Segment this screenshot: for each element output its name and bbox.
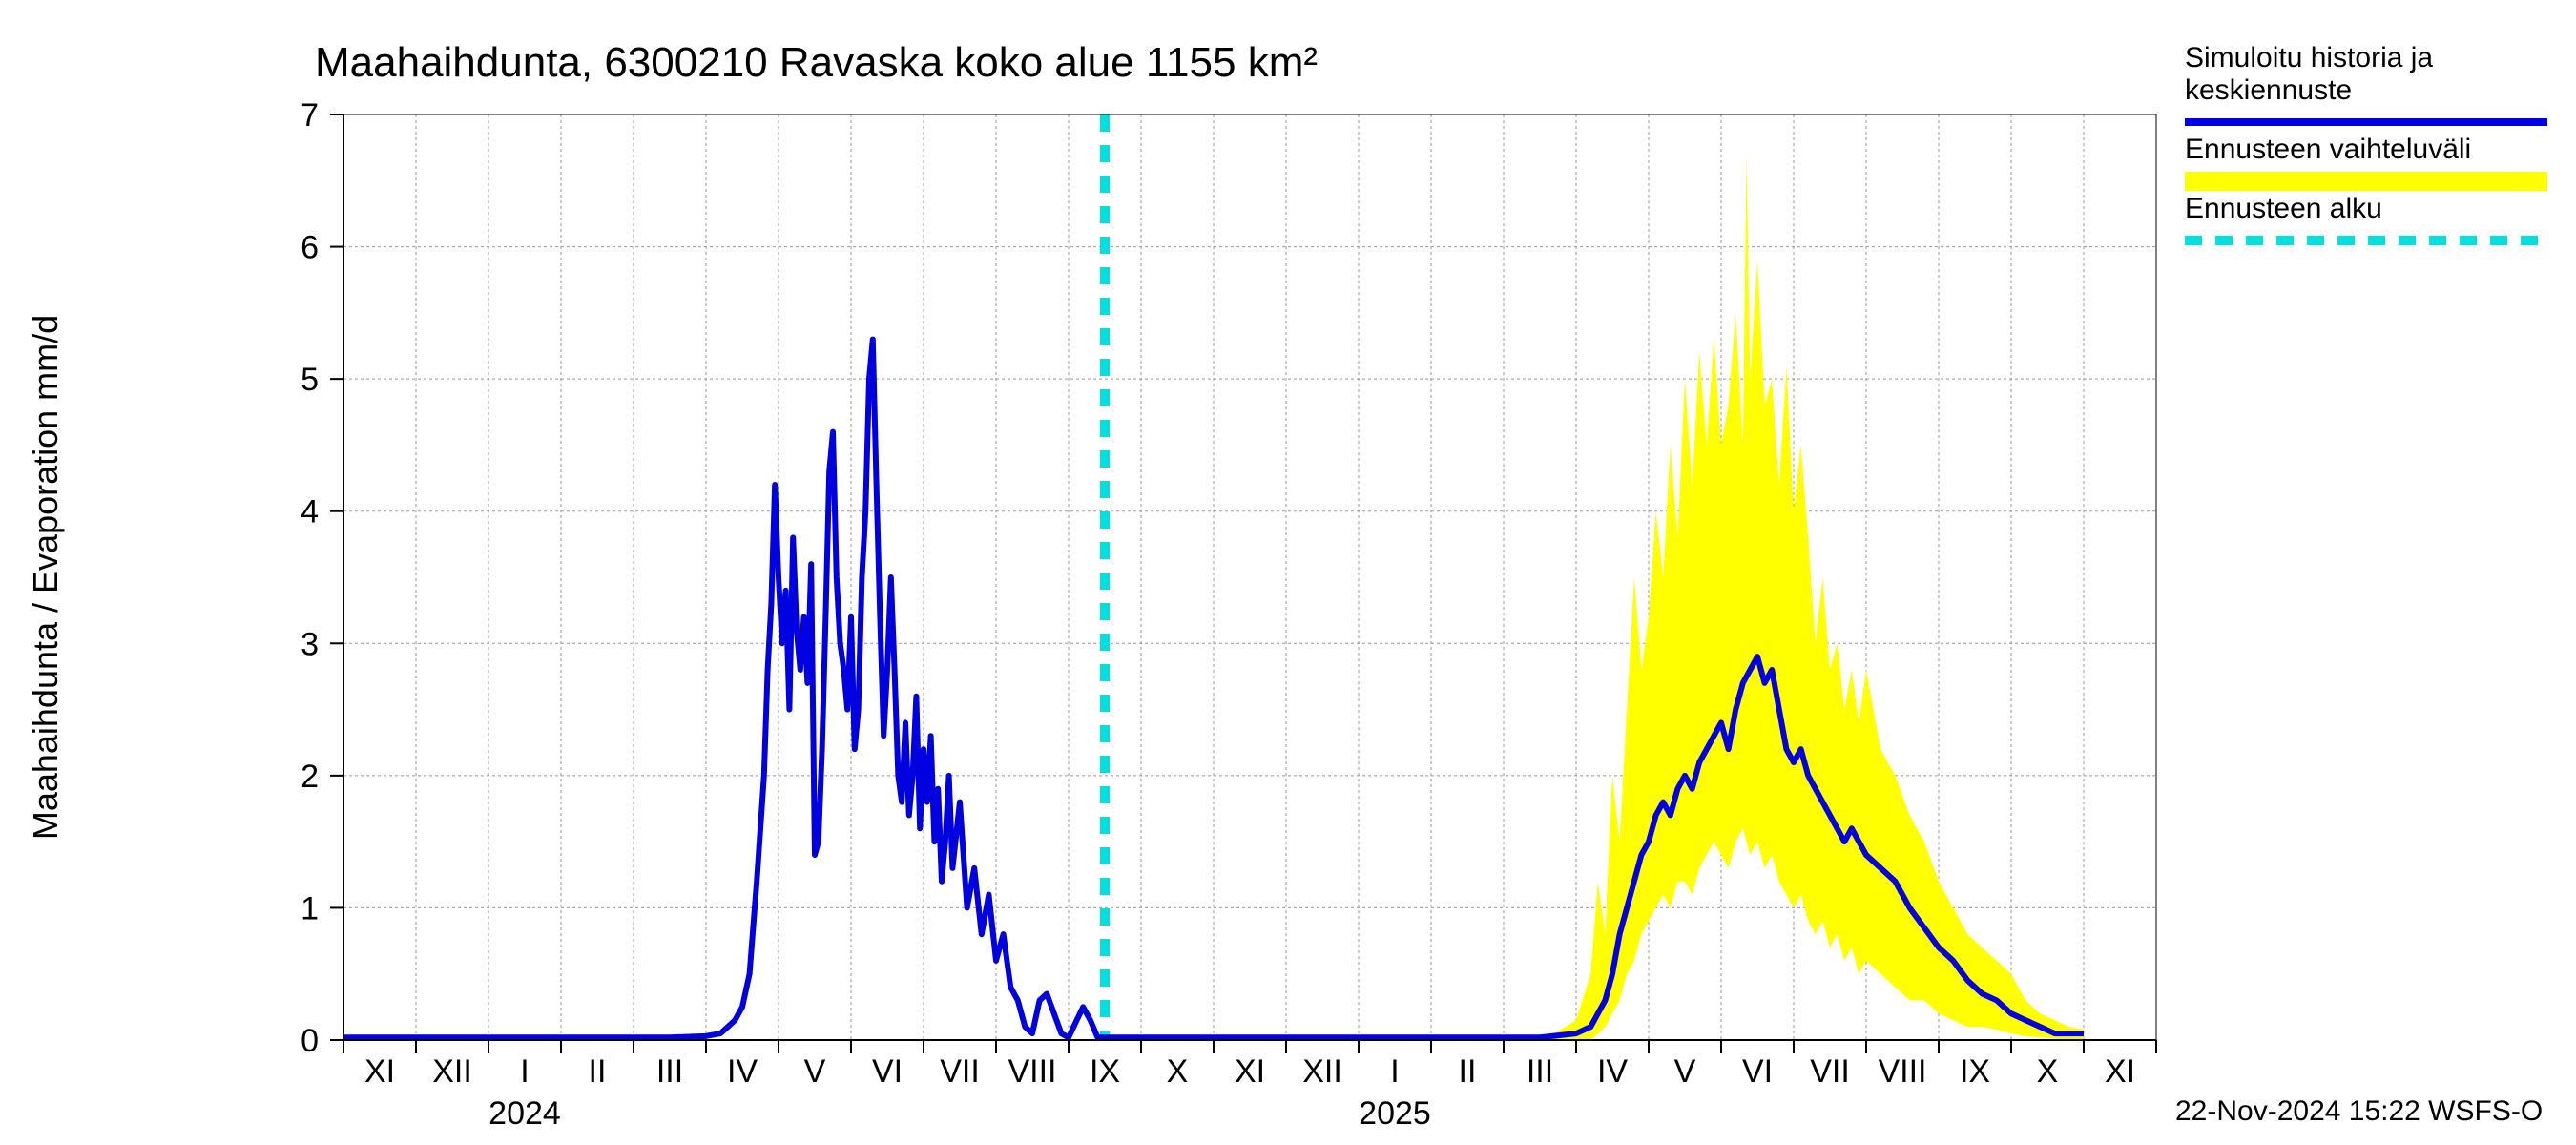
year-label: 2024: [488, 1095, 561, 1132]
x-tick-label: VI: [1742, 1053, 1773, 1090]
y-tick-label: 7: [301, 97, 319, 134]
x-tick-label: V: [1674, 1053, 1696, 1090]
x-tick-label: I: [1390, 1053, 1399, 1090]
x-tick-label: IX: [1960, 1053, 1990, 1090]
legend-label: keskiennuste: [2185, 74, 2352, 106]
y-tick-label: 2: [301, 759, 319, 795]
x-tick-label: III: [1527, 1053, 1553, 1090]
x-tick-label: X: [2037, 1053, 2059, 1090]
legend-label: Simuloitu historia ja: [2185, 42, 2433, 73]
x-tick-label: XI: [1235, 1053, 1265, 1090]
x-tick-label: VI: [872, 1053, 903, 1090]
y-tick-label: 3: [301, 626, 319, 662]
y-tick-label: 1: [301, 890, 319, 926]
year-label: 2025: [1359, 1095, 1431, 1132]
y-tick-label: 6: [301, 230, 319, 266]
x-tick-label: XI: [364, 1053, 395, 1090]
x-tick-label: X: [1167, 1053, 1189, 1090]
chart-title: Maahaihdunta, 6300210 Ravaska koko alue …: [315, 39, 1318, 86]
x-tick-label: II: [1459, 1053, 1477, 1090]
x-tick-label: II: [589, 1053, 607, 1090]
legend-label: Ennusteen alku: [2185, 193, 2382, 224]
x-tick-label: IX: [1090, 1053, 1120, 1090]
x-tick-label: VII: [940, 1053, 980, 1090]
chart-svg: Maahaihdunta, 6300210 Ravaska koko alue …: [0, 0, 2576, 1145]
x-tick-label: VIII: [1878, 1053, 1926, 1090]
y-tick-label: 4: [301, 494, 319, 531]
footer-timestamp: 22-Nov-2024 15:22 WSFS-O: [2175, 1095, 2543, 1127]
legend-swatch: [2185, 172, 2547, 191]
legend-label: Ennusteen vaihteluväli: [2185, 134, 2471, 165]
x-tick-label: VIII: [1008, 1053, 1056, 1090]
x-tick-label: III: [656, 1053, 683, 1090]
x-tick-label: I: [520, 1053, 529, 1090]
y-tick-label: 0: [301, 1023, 319, 1059]
y-tick-label: 5: [301, 362, 319, 398]
x-tick-label: VII: [1810, 1053, 1850, 1090]
chart-container: Maahaihdunta, 6300210 Ravaska koko alue …: [0, 0, 2576, 1145]
x-tick-label: XII: [1302, 1053, 1342, 1090]
x-tick-label: XI: [2105, 1053, 2135, 1090]
y-axis-label: Maahaihdunta / Evaporation mm/d: [26, 315, 65, 840]
x-tick-label: XII: [432, 1053, 472, 1090]
x-tick-label: IV: [1597, 1053, 1628, 1090]
x-tick-label: V: [804, 1053, 826, 1090]
x-tick-label: IV: [727, 1053, 758, 1090]
